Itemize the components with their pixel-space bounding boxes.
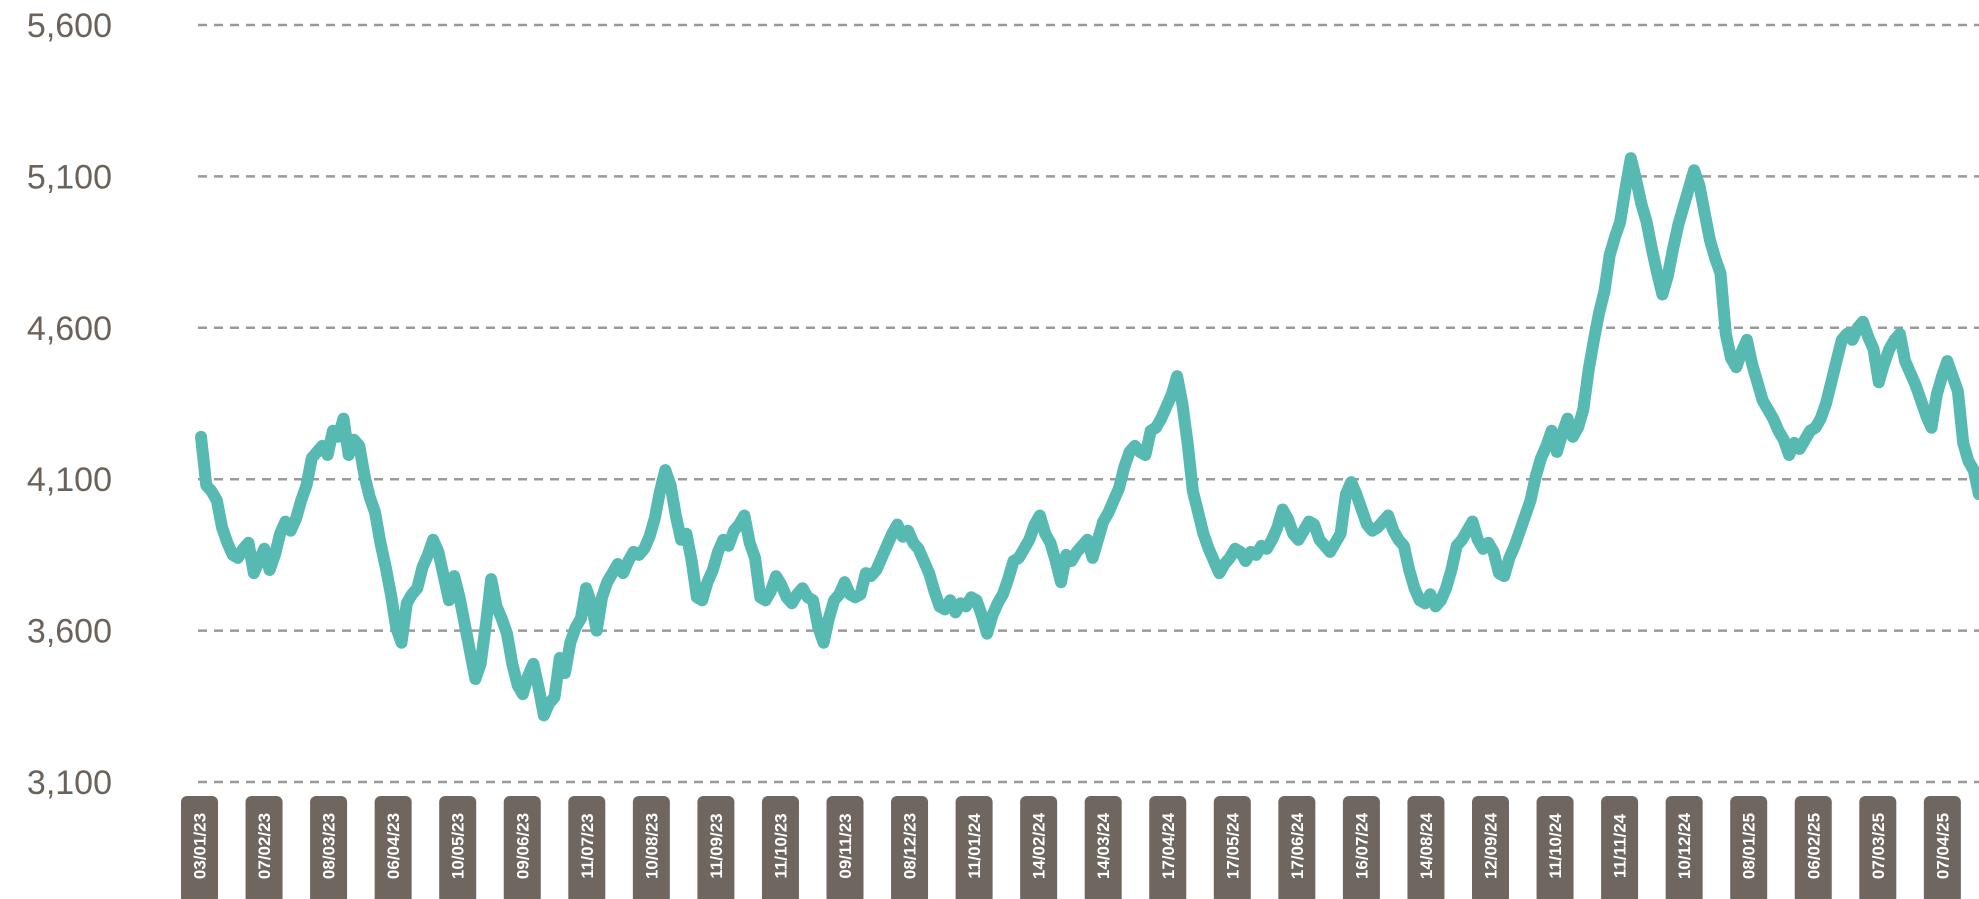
x-tick-label: 08/03/23 [320, 813, 339, 879]
series-line-price [195, 152, 1979, 722]
x-tick-label: 10/05/23 [449, 813, 468, 879]
x-tick-label: 10/08/23 [642, 813, 661, 879]
x-tick-box [503, 796, 541, 899]
x-tick: 07/04/25 [1923, 796, 1961, 899]
x-tick: 06/04/23 [374, 796, 412, 899]
x-tick: 08/03/23 [310, 796, 348, 899]
x-tick-box [697, 796, 735, 899]
x-tick-box [761, 796, 799, 899]
x-tick-label: 17/05/24 [1223, 812, 1242, 879]
x-tick-label: 11/09/23 [707, 813, 726, 878]
x-axis-ticks: 03/01/23 07/02/23 08/03/23 06/04/23 10/05/23… [181, 796, 1961, 899]
y-tick-label: 5,600 [27, 7, 112, 45]
x-tick-box [1084, 796, 1122, 899]
x-tick-box [1730, 796, 1768, 899]
x-tick-label: 07/03/25 [1869, 813, 1888, 879]
x-tick-box [1665, 796, 1703, 899]
x-tick-label: 11/10/23 [771, 813, 790, 878]
x-tick-label: 11/01/24 [965, 813, 984, 879]
x-tick-label: 16/07/24 [1352, 812, 1371, 879]
x-tick-label: 17/06/24 [1288, 812, 1307, 879]
x-tick: 11/10/23 [761, 796, 799, 899]
x-tick: 11/07/23 [568, 796, 606, 899]
gridlines [198, 23, 1979, 784]
x-tick: 10/12/24 [1665, 796, 1703, 899]
x-tick-box [1923, 796, 1961, 899]
x-tick: 10/05/23 [439, 796, 477, 899]
x-tick: 12/09/24 [1472, 796, 1509, 899]
x-tick-label: 06/02/25 [1804, 813, 1823, 879]
x-tick-box [826, 796, 864, 899]
x-tick: 09/06/23 [503, 796, 541, 899]
x-tick-box [1472, 796, 1509, 899]
x-tick: 03/01/23 [181, 796, 218, 899]
x-tick: 17/05/24 [1213, 796, 1251, 899]
x-tick-box [181, 796, 218, 899]
x-tick-box [1601, 796, 1639, 899]
x-tick-box [310, 796, 348, 899]
x-tick-box [1342, 796, 1380, 899]
x-tick-box [374, 796, 412, 899]
y-tick-label: 3,100 [27, 764, 112, 802]
x-tick-label: 11/10/24 [1546, 813, 1565, 879]
x-tick-label: 14/08/24 [1417, 812, 1436, 879]
x-tick: 09/11/23 [826, 796, 864, 899]
x-tick-label: 07/04/25 [1933, 813, 1952, 879]
x-tick-label: 17/04/24 [1159, 812, 1178, 879]
x-tick-box [245, 796, 283, 899]
x-tick-label: 11/07/23 [578, 813, 597, 878]
x-tick-box [632, 796, 670, 899]
x-tick-box [1536, 796, 1574, 899]
x-tick-box [1213, 796, 1251, 899]
x-tick-label: 11/11/24 [1611, 813, 1630, 878]
x-tick-label: 10/12/24 [1675, 812, 1694, 879]
x-tick-label: 14/02/24 [1030, 812, 1049, 879]
x-tick: 11/10/24 [1536, 796, 1574, 899]
x-tick-box [891, 796, 929, 899]
x-tick: 11/01/24 [955, 796, 993, 899]
x-tick-label: 14/03/24 [1094, 812, 1113, 879]
x-tick: 06/02/25 [1794, 796, 1832, 899]
x-tick-box [1020, 796, 1058, 899]
x-tick: 14/03/24 [1084, 796, 1122, 899]
y-tick-label: 5,100 [27, 158, 112, 196]
x-tick-label: 09/11/23 [836, 813, 855, 878]
x-tick-box [1859, 796, 1897, 899]
y-tick-label: 3,600 [27, 613, 112, 651]
x-tick-box [1794, 796, 1832, 899]
x-tick-box [1149, 796, 1187, 899]
x-tick: 08/01/25 [1730, 796, 1768, 899]
x-tick: 07/03/25 [1859, 796, 1897, 899]
x-tick: 16/07/24 [1342, 796, 1380, 899]
x-tick: 07/02/23 [245, 796, 283, 899]
y-tick-label: 4,100 [27, 461, 112, 499]
x-tick-label: 09/06/23 [513, 813, 532, 879]
x-tick: 14/08/24 [1407, 796, 1445, 899]
x-tick-label: 08/01/25 [1740, 813, 1759, 879]
y-tick-label: 4,600 [27, 310, 112, 348]
x-tick: 11/11/24 [1601, 796, 1639, 899]
x-tick-box [955, 796, 993, 899]
x-tick: 17/06/24 [1278, 796, 1316, 899]
x-tick: 17/04/24 [1149, 796, 1187, 899]
x-tick-box [1407, 796, 1445, 899]
series-layer [195, 152, 1979, 722]
x-tick-box [1278, 796, 1316, 899]
x-tick-label: 08/12/23 [901, 813, 920, 879]
x-tick-label: 03/01/23 [191, 813, 210, 879]
x-tick: 08/12/23 [891, 796, 929, 899]
x-tick: 11/09/23 [697, 796, 735, 899]
x-tick-box [568, 796, 606, 899]
x-tick-box [439, 796, 477, 899]
x-tick-label: 07/02/23 [255, 813, 274, 879]
x-tick: 10/08/23 [632, 796, 670, 899]
y-axis-ticks: 3,100 3,600 4,100 4,600 5,100 5,600 [27, 7, 112, 802]
x-tick-label: 06/04/23 [384, 813, 403, 879]
x-tick-label: 12/09/24 [1482, 812, 1501, 879]
x-tick: 14/02/24 [1020, 796, 1058, 899]
